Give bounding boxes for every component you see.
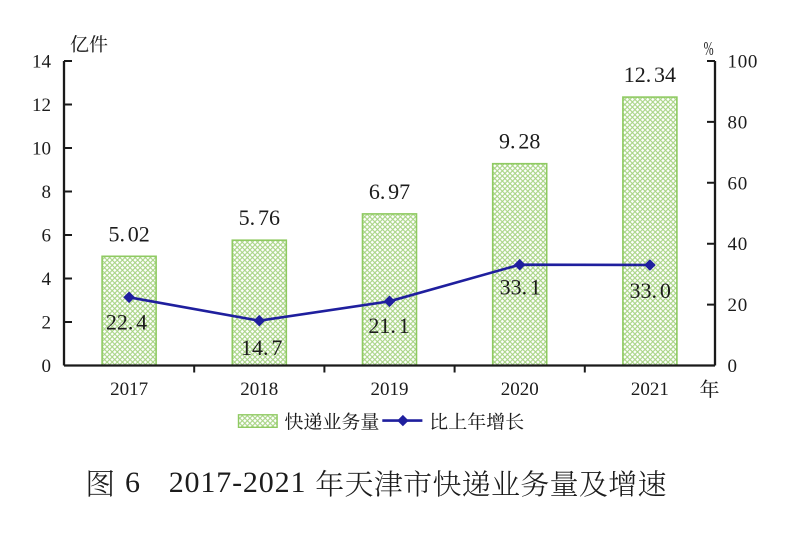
svg-text:6: 6 (125, 466, 140, 499)
svg-text:21.1: 21. 1 (368, 313, 409, 338)
svg-text:%: % (704, 37, 714, 60)
svg-text:22.4: 22. 4 (106, 310, 147, 335)
svg-text:33.1: 33. 1 (500, 275, 541, 300)
svg-text:20: 20 (728, 295, 748, 316)
svg-text:6.97: 6. 97 (369, 179, 410, 204)
svg-text:33.0: 33. 0 (630, 278, 671, 303)
svg-text:2017: 2017 (110, 379, 148, 400)
svg-text:5.02: 5. 02 (108, 221, 149, 246)
svg-text:6: 6 (42, 226, 52, 247)
svg-text:4: 4 (42, 269, 52, 290)
svg-text:2: 2 (42, 313, 52, 334)
svg-text:2018: 2018 (240, 379, 278, 400)
svg-text:2017-2021: 2017-2021 (169, 466, 307, 499)
svg-text:80: 80 (728, 112, 748, 133)
svg-text:14.7: 14. 7 (241, 335, 282, 360)
svg-text:0: 0 (728, 356, 738, 377)
svg-text:9.28: 9. 28 (499, 129, 540, 154)
svg-text:2020: 2020 (501, 379, 539, 400)
svg-text:60: 60 (728, 173, 748, 194)
svg-text:0: 0 (42, 356, 52, 377)
svg-text:2021: 2021 (631, 379, 669, 400)
svg-text:12: 12 (32, 95, 51, 116)
svg-text:8: 8 (42, 182, 52, 203)
svg-text:12.34: 12. 34 (624, 62, 676, 87)
svg-text:10: 10 (32, 139, 51, 160)
svg-text:14: 14 (32, 52, 52, 73)
svg-text:2019: 2019 (371, 379, 409, 400)
svg-text:5.76: 5. 76 (239, 205, 280, 230)
svg-text:40: 40 (728, 234, 748, 255)
svg-text:100: 100 (728, 52, 759, 73)
